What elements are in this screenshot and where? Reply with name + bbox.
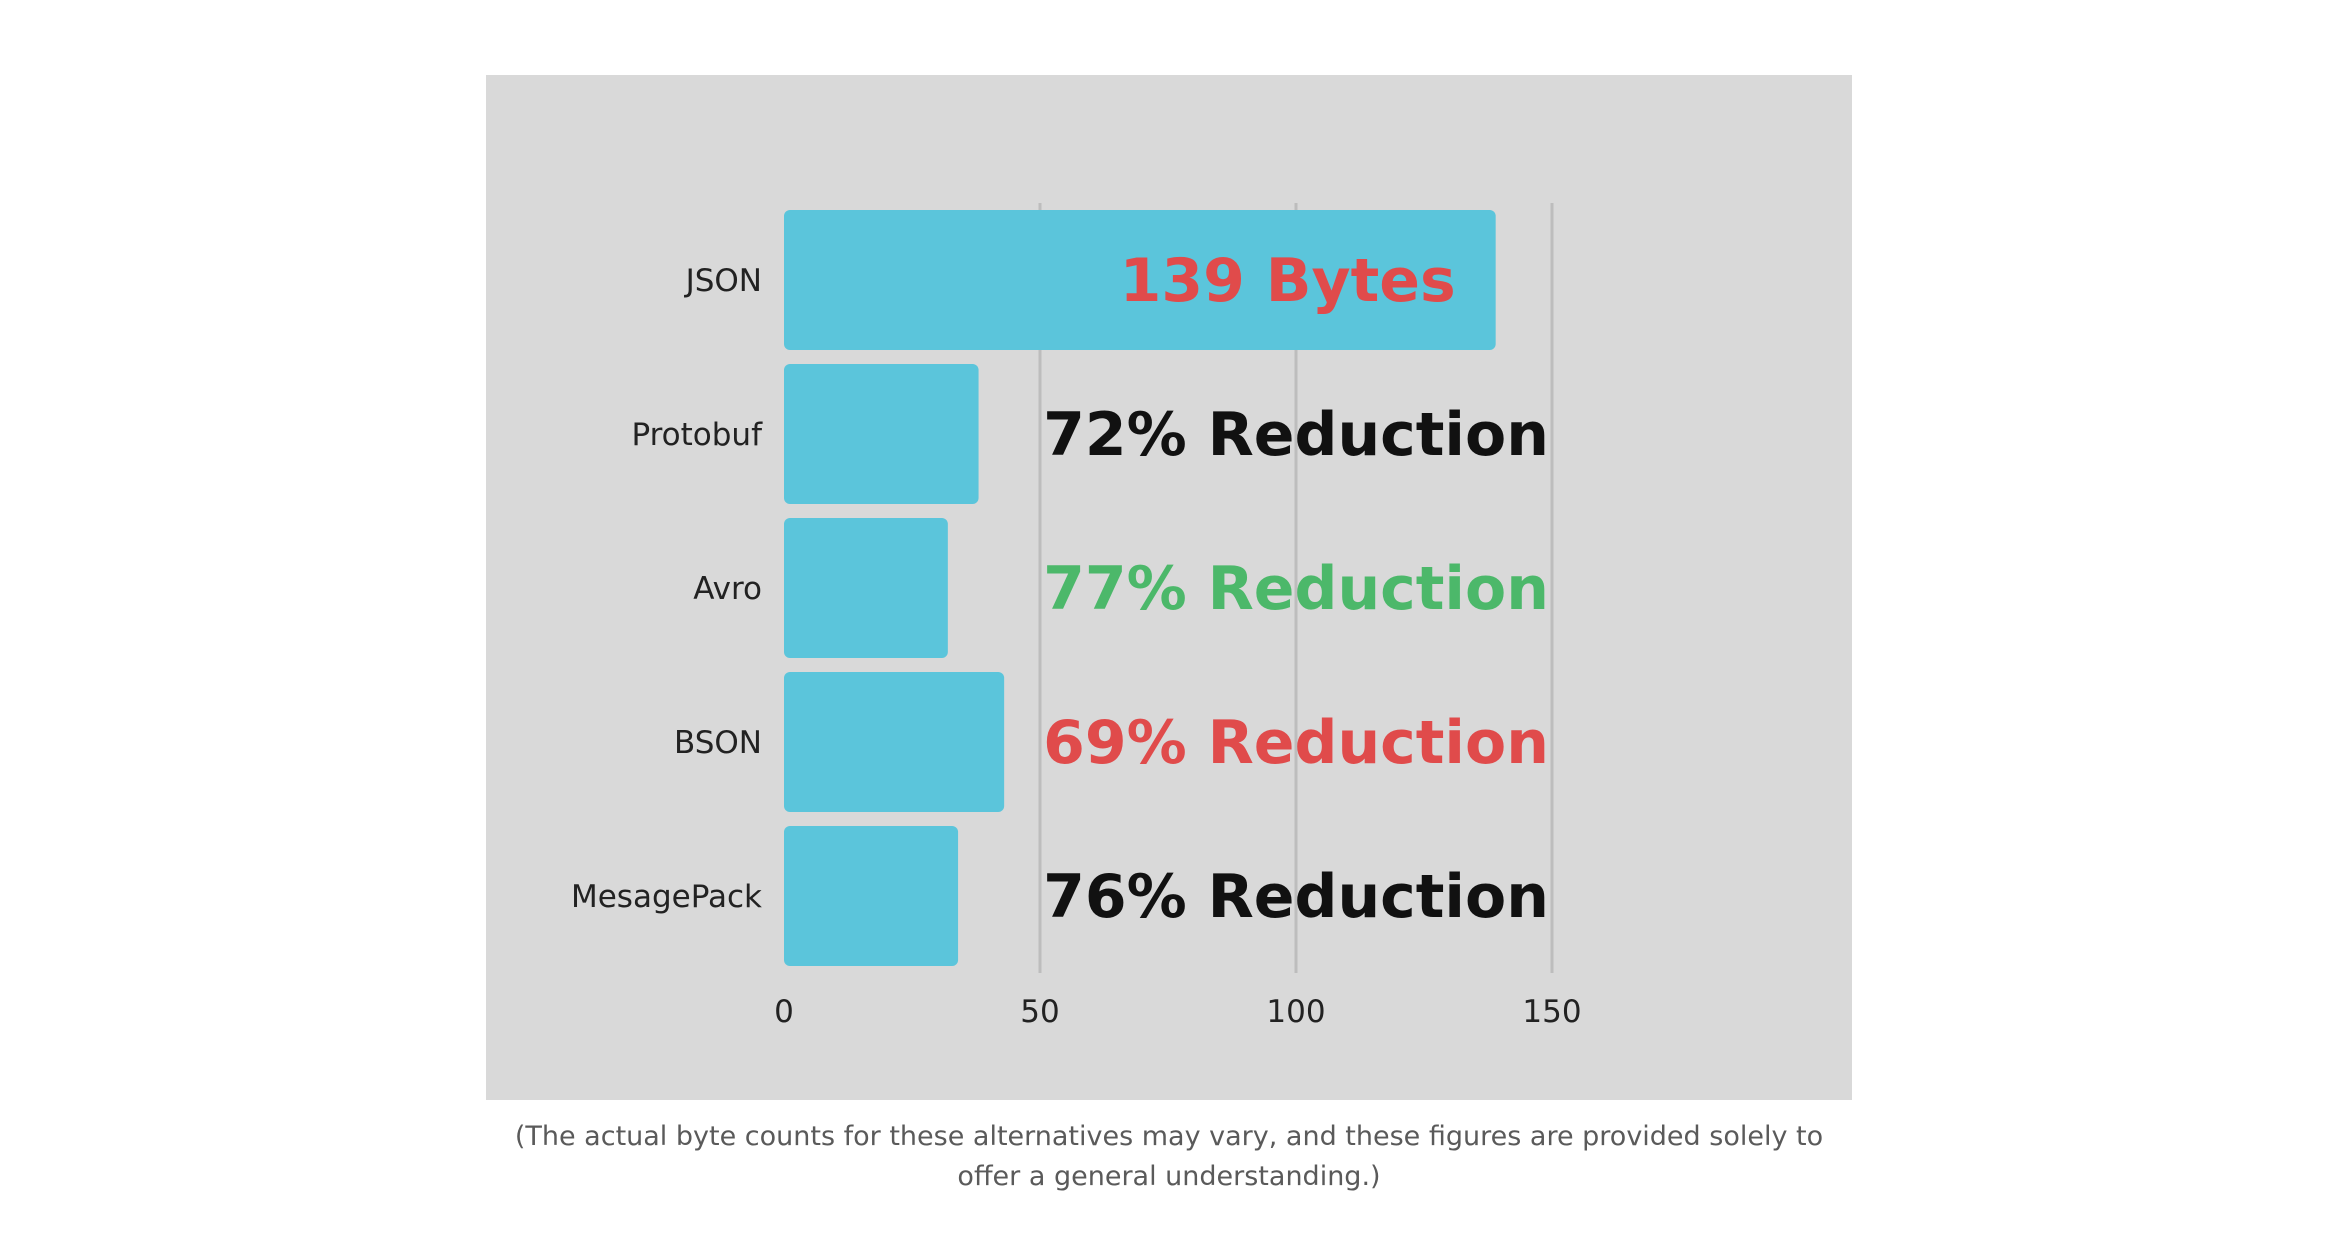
bar-annotations: 139 Bytes 72% Reduction 77% Reduction 69% R… bbox=[1043, 246, 1549, 932]
bar-json bbox=[784, 210, 1496, 350]
category-labels: JSON Protobuf Avro BSON MesagePack bbox=[571, 263, 763, 915]
category-label-protobuf: Protobuf bbox=[631, 417, 763, 453]
bar-mesagepack bbox=[784, 826, 959, 966]
bar-annotation-json: 139 Bytes bbox=[1120, 246, 1456, 316]
bar-bson bbox=[784, 672, 1005, 812]
bar-annotation-bson: 69% Reduction bbox=[1043, 708, 1549, 778]
bar-annotation-protobuf: 72% Reduction bbox=[1043, 400, 1549, 470]
bar-chart: JSON Protobuf Avro BSON MesagePack 0 50 100 150… bbox=[571, 203, 1582, 1030]
category-label-mesagepack: MesagePack bbox=[571, 879, 762, 915]
bar-annotation-mesagepack: 76% Reduction bbox=[1043, 862, 1549, 932]
x-tick-label-50: 50 bbox=[1020, 994, 1059, 1030]
x-tick-label-0: 0 bbox=[774, 994, 794, 1030]
chart-figure: JSON Protobuf Avro BSON MesagePack 0 50 100 150… bbox=[486, 75, 1852, 1100]
x-tick-label-150: 150 bbox=[1522, 994, 1581, 1030]
bars bbox=[784, 210, 1496, 966]
category-label-bson: BSON bbox=[674, 725, 762, 761]
category-label-avro: Avro bbox=[693, 571, 762, 607]
bar-protobuf bbox=[784, 364, 979, 504]
category-label-json: JSON bbox=[684, 263, 762, 299]
x-tick-labels: 0 50 100 150 bbox=[774, 994, 1581, 1030]
figure-caption: (The actual byte counts for these altern… bbox=[514, 1121, 1824, 1192]
bar-annotation-avro: 77% Reduction bbox=[1043, 554, 1549, 624]
x-tick-label-100: 100 bbox=[1266, 994, 1325, 1030]
bar-avro bbox=[784, 518, 948, 658]
